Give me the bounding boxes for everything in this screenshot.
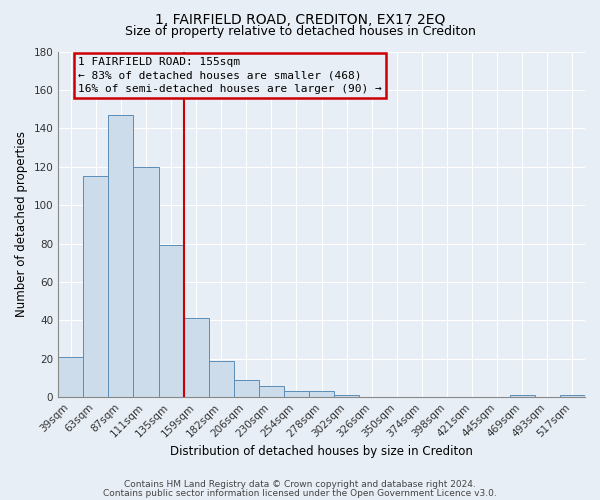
Bar xyxy=(184,318,209,397)
Bar xyxy=(259,386,284,397)
Text: Contains public sector information licensed under the Open Government Licence v3: Contains public sector information licen… xyxy=(103,488,497,498)
Text: Contains HM Land Registry data © Crown copyright and database right 2024.: Contains HM Land Registry data © Crown c… xyxy=(124,480,476,489)
Bar xyxy=(284,392,309,397)
Bar xyxy=(234,380,259,397)
X-axis label: Distribution of detached houses by size in Crediton: Distribution of detached houses by size … xyxy=(170,444,473,458)
Text: 1, FAIRFIELD ROAD, CREDITON, EX17 2EQ: 1, FAIRFIELD ROAD, CREDITON, EX17 2EQ xyxy=(155,12,445,26)
Bar xyxy=(133,166,158,397)
Y-axis label: Number of detached properties: Number of detached properties xyxy=(15,132,28,318)
Bar xyxy=(560,396,585,397)
Bar xyxy=(58,357,83,397)
Text: Size of property relative to detached houses in Crediton: Size of property relative to detached ho… xyxy=(125,25,475,38)
Bar xyxy=(83,176,109,397)
Bar xyxy=(309,392,334,397)
Text: 1 FAIRFIELD ROAD: 155sqm
← 83% of detached houses are smaller (468)
16% of semi-: 1 FAIRFIELD ROAD: 155sqm ← 83% of detach… xyxy=(78,58,382,94)
Bar xyxy=(209,360,234,397)
Bar xyxy=(109,115,133,397)
Bar xyxy=(334,396,359,397)
Bar xyxy=(510,396,535,397)
Bar xyxy=(158,246,184,397)
